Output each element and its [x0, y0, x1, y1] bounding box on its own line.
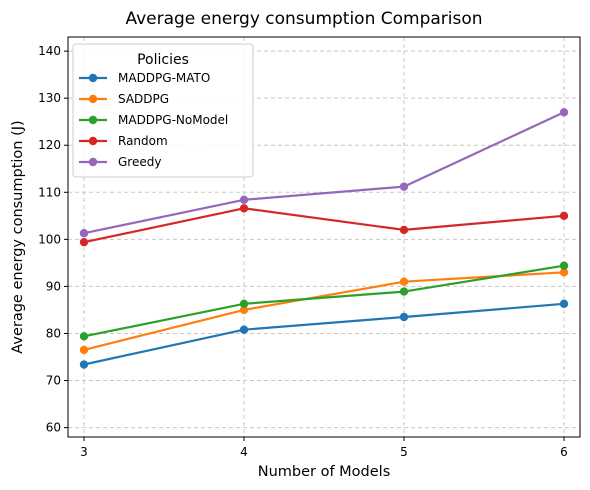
data-point [239, 195, 249, 205]
data-point [399, 287, 409, 296]
data-point [559, 299, 569, 309]
y-tick-label: 110 [38, 185, 61, 199]
data-point [239, 204, 249, 213]
legend-item-maddpg-mato: MADDPG-MATO [79, 71, 210, 85]
series-line [83, 111, 565, 235]
data-point [559, 108, 569, 117]
x-tick-label: 4 [240, 445, 248, 459]
data-point [79, 229, 89, 238]
x-tick-label: 3 [80, 445, 88, 459]
legend: Policies MADDPG-MATO SADDPG MADDPG-NoModel… [72, 43, 254, 178]
series-line [83, 271, 565, 351]
legend-label: MADDPG-NoModel [118, 113, 228, 127]
data-point [79, 332, 89, 341]
series-saddpg [79, 268, 569, 355]
tick-layer: 60 70 80 90 100 110 120 130 140 3 4 5 6 [38, 44, 568, 459]
legend-label: SADDPG [118, 92, 169, 106]
series-maddpg-mato [79, 299, 569, 369]
data-point [239, 299, 249, 309]
series-layer [79, 108, 569, 369]
series-line [83, 302, 565, 366]
y-axis-label: Average energy consumption (J) [10, 120, 26, 353]
y-tick-label: 120 [38, 138, 61, 152]
legend-item-greedy: Greedy [79, 155, 161, 169]
plot-frame [67, 36, 581, 438]
x-tick-label: 6 [560, 445, 568, 459]
series-greedy [79, 108, 569, 238]
data-point [239, 325, 249, 334]
legend-swatch-marker [88, 136, 98, 146]
y-tick-label: 100 [38, 232, 61, 246]
y-tick-label: 130 [38, 91, 61, 105]
legend-label: Greedy [118, 155, 161, 169]
series-line [83, 264, 565, 338]
data-point [79, 237, 89, 247]
chart-title: Average energy consumption Comparison [125, 9, 482, 29]
series-random [79, 204, 569, 247]
data-point [399, 225, 409, 235]
data-point [559, 211, 569, 221]
data-point [79, 360, 89, 369]
x-axis-label: Number of Models [258, 464, 391, 480]
data-point [559, 268, 569, 277]
legend-swatch-marker [88, 73, 98, 83]
data-point [399, 182, 409, 191]
data-point [239, 305, 249, 315]
series-maddpg-nomodel [79, 261, 569, 341]
y-tick-label: 80 [46, 326, 61, 340]
series-line [83, 207, 565, 244]
legend-title: Policies [137, 52, 189, 68]
y-tick-label: 70 [46, 374, 61, 388]
y-tick-label: 140 [38, 44, 61, 58]
legend-label: Random [118, 134, 168, 148]
data-point [399, 312, 409, 322]
data-point [559, 261, 569, 270]
legend-swatch-marker [88, 157, 98, 167]
x-tick-label: 5 [400, 445, 408, 459]
legend-swatch-marker [88, 94, 98, 104]
legend-box [72, 43, 254, 178]
y-tick-label: 90 [46, 279, 61, 293]
legend-item-saddpg: SADDPG [79, 92, 169, 106]
legend-swatch-marker [88, 115, 98, 125]
data-point [79, 345, 89, 355]
y-tick-label: 60 [46, 421, 61, 435]
legend-label: MADDPG-MATO [118, 71, 210, 85]
data-point [399, 277, 409, 286]
legend-item-random: Random [79, 134, 168, 148]
legend-item-maddpg-nomodel: MADDPG-NoModel [79, 113, 228, 127]
